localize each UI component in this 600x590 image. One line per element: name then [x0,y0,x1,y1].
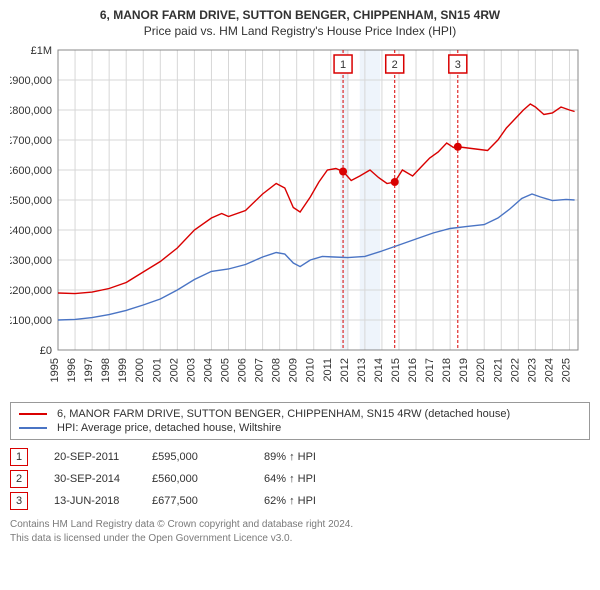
footer-line-2: This data is licensed under the Open Gov… [10,532,590,546]
footer-line-1: Contains HM Land Registry data © Crown c… [10,518,590,532]
transaction-price: £677,500 [152,495,252,507]
svg-text:3: 3 [455,59,461,71]
svg-text:£700,000: £700,000 [10,135,52,147]
svg-text:2010: 2010 [305,358,317,382]
footer-attribution: Contains HM Land Registry data © Crown c… [10,518,590,545]
legend-swatch [19,427,47,429]
svg-text:2024: 2024 [543,358,555,382]
svg-text:2008: 2008 [271,358,283,382]
transaction-badge: 2 [10,470,28,488]
svg-text:2000: 2000 [134,358,146,382]
legend-label: 6, MANOR FARM DRIVE, SUTTON BENGER, CHIP… [57,408,510,420]
chart-title: 6, MANOR FARM DRIVE, SUTTON BENGER, CHIP… [10,8,590,22]
transaction-badge: 3 [10,492,28,510]
svg-text:£300,000: £300,000 [10,255,52,267]
legend-swatch [19,413,47,415]
transaction-pct: 64% ↑ HPI [264,473,384,485]
svg-text:£600,000: £600,000 [10,165,52,177]
svg-text:2021: 2021 [492,358,504,382]
transaction-badge: 1 [10,448,28,466]
svg-text:£100,000: £100,000 [10,315,52,327]
legend-box: 6, MANOR FARM DRIVE, SUTTON BENGER, CHIP… [10,402,590,440]
svg-text:1995: 1995 [49,358,61,382]
svg-text:1: 1 [340,59,346,71]
svg-text:2019: 2019 [458,358,470,382]
svg-text:£800,000: £800,000 [10,105,52,117]
svg-text:2013: 2013 [356,358,368,382]
svg-text:1996: 1996 [66,358,78,382]
svg-text:2011: 2011 [322,358,334,382]
svg-text:£0: £0 [40,345,52,357]
legend-label: HPI: Average price, detached house, Wilt… [57,422,281,434]
svg-text:2018: 2018 [441,358,453,382]
svg-text:£400,000: £400,000 [10,225,52,237]
transaction-pct: 62% ↑ HPI [264,495,384,507]
transaction-row: 2 30-SEP-2014 £560,000 64% ↑ HPI [10,468,590,490]
svg-text:2017: 2017 [424,358,436,382]
svg-text:2003: 2003 [185,358,197,382]
svg-text:2006: 2006 [237,358,249,382]
svg-text:2016: 2016 [407,358,419,382]
svg-text:2004: 2004 [202,358,214,382]
transaction-date: 20-SEP-2011 [40,451,140,463]
svg-text:£900,000: £900,000 [10,75,52,87]
svg-text:£500,000: £500,000 [10,195,52,207]
chart-area: £0 £100,000 £200,000 £300,000 £400,000 £500,0… [10,44,590,394]
svg-text:2007: 2007 [254,358,266,382]
transactions-table: 1 20-SEP-2011 £595,000 89% ↑ HPI 2 30-SEP-201… [10,446,590,512]
transaction-price: £595,000 [152,451,252,463]
transaction-price: £560,000 [152,473,252,485]
svg-text:2022: 2022 [509,358,521,382]
svg-text:£200,000: £200,000 [10,285,52,297]
svg-text:2025: 2025 [560,358,572,382]
svg-text:1999: 1999 [117,358,129,382]
svg-text:2001: 2001 [151,358,163,382]
svg-text:2023: 2023 [526,358,538,382]
legend-item: HPI: Average price, detached house, Wilt… [19,421,581,435]
transaction-pct: 89% ↑ HPI [264,451,384,463]
svg-text:2: 2 [392,59,398,71]
svg-text:2015: 2015 [390,358,402,382]
transaction-row: 3 13-JUN-2018 £677,500 62% ↑ HPI [10,490,590,512]
svg-text:2002: 2002 [168,358,180,382]
svg-text:£1M: £1M [31,45,52,57]
transaction-row: 1 20-SEP-2011 £595,000 89% ↑ HPI [10,446,590,468]
svg-text:1997: 1997 [83,358,95,382]
chart-svg: £0 £100,000 £200,000 £300,000 £400,000 £500,0… [10,44,590,394]
svg-text:1998: 1998 [100,358,112,382]
svg-text:2009: 2009 [288,358,300,382]
transaction-date: 13-JUN-2018 [40,495,140,507]
svg-text:2012: 2012 [339,358,351,382]
svg-text:2014: 2014 [373,358,385,382]
legend-item: 6, MANOR FARM DRIVE, SUTTON BENGER, CHIP… [19,407,581,421]
svg-text:2005: 2005 [219,358,231,382]
svg-text:2020: 2020 [475,358,487,382]
chart-subtitle: Price paid vs. HM Land Registry's House … [10,24,590,38]
transaction-date: 30-SEP-2014 [40,473,140,485]
